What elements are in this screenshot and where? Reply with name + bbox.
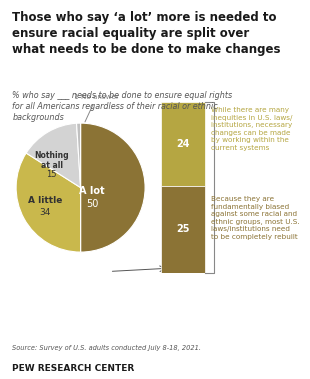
Text: Source: Survey of U.S. adults conducted July 8-18, 2021.: Source: Survey of U.S. adults conducted …	[12, 345, 202, 351]
FancyBboxPatch shape	[161, 102, 205, 186]
Text: 25: 25	[176, 224, 190, 234]
Text: Nothing
at all: Nothing at all	[34, 151, 69, 170]
Text: A little: A little	[28, 196, 62, 205]
Text: % who say ___ needs to be done to ensure equal rights
for all Americans regardle: % who say ___ needs to be done to ensure…	[12, 91, 232, 122]
Wedge shape	[26, 123, 81, 188]
Wedge shape	[77, 123, 81, 188]
Wedge shape	[81, 123, 145, 252]
Text: 15: 15	[46, 170, 57, 179]
FancyBboxPatch shape	[161, 186, 205, 273]
Text: 50: 50	[86, 199, 98, 209]
Text: Because they are
fundamentally biased
against some racial and
ethnic groups, mos: Because they are fundamentally biased ag…	[211, 196, 299, 240]
Text: 1 No answer: 1 No answer	[74, 94, 119, 122]
Text: While there are many
inequities in U.S. laws/
institutions, necessary
changes ca: While there are many inequities in U.S. …	[211, 108, 292, 151]
Text: A lot: A lot	[79, 186, 105, 196]
Text: PEW RESEARCH CENTER: PEW RESEARCH CENTER	[12, 364, 135, 373]
Text: Those who say ‘a lot’ more is needed to
ensure racial equality are split over
wh: Those who say ‘a lot’ more is needed to …	[12, 11, 281, 56]
Wedge shape	[16, 153, 81, 252]
Text: 24: 24	[176, 139, 190, 149]
Text: 34: 34	[39, 208, 51, 217]
